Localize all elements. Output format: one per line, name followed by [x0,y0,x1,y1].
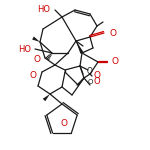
Text: O: O [29,72,36,81]
Text: HO: HO [37,4,50,14]
Text: O: O [88,79,93,85]
Polygon shape [76,41,84,54]
Polygon shape [43,94,50,101]
Text: O: O [111,57,118,66]
Text: HO: HO [18,45,31,54]
Text: O: O [60,120,67,129]
Text: O: O [93,72,100,81]
Text: O: O [93,76,100,85]
Text: O: O [109,28,116,38]
Polygon shape [32,36,40,42]
Text: O: O [87,68,93,76]
Text: O: O [33,56,40,64]
